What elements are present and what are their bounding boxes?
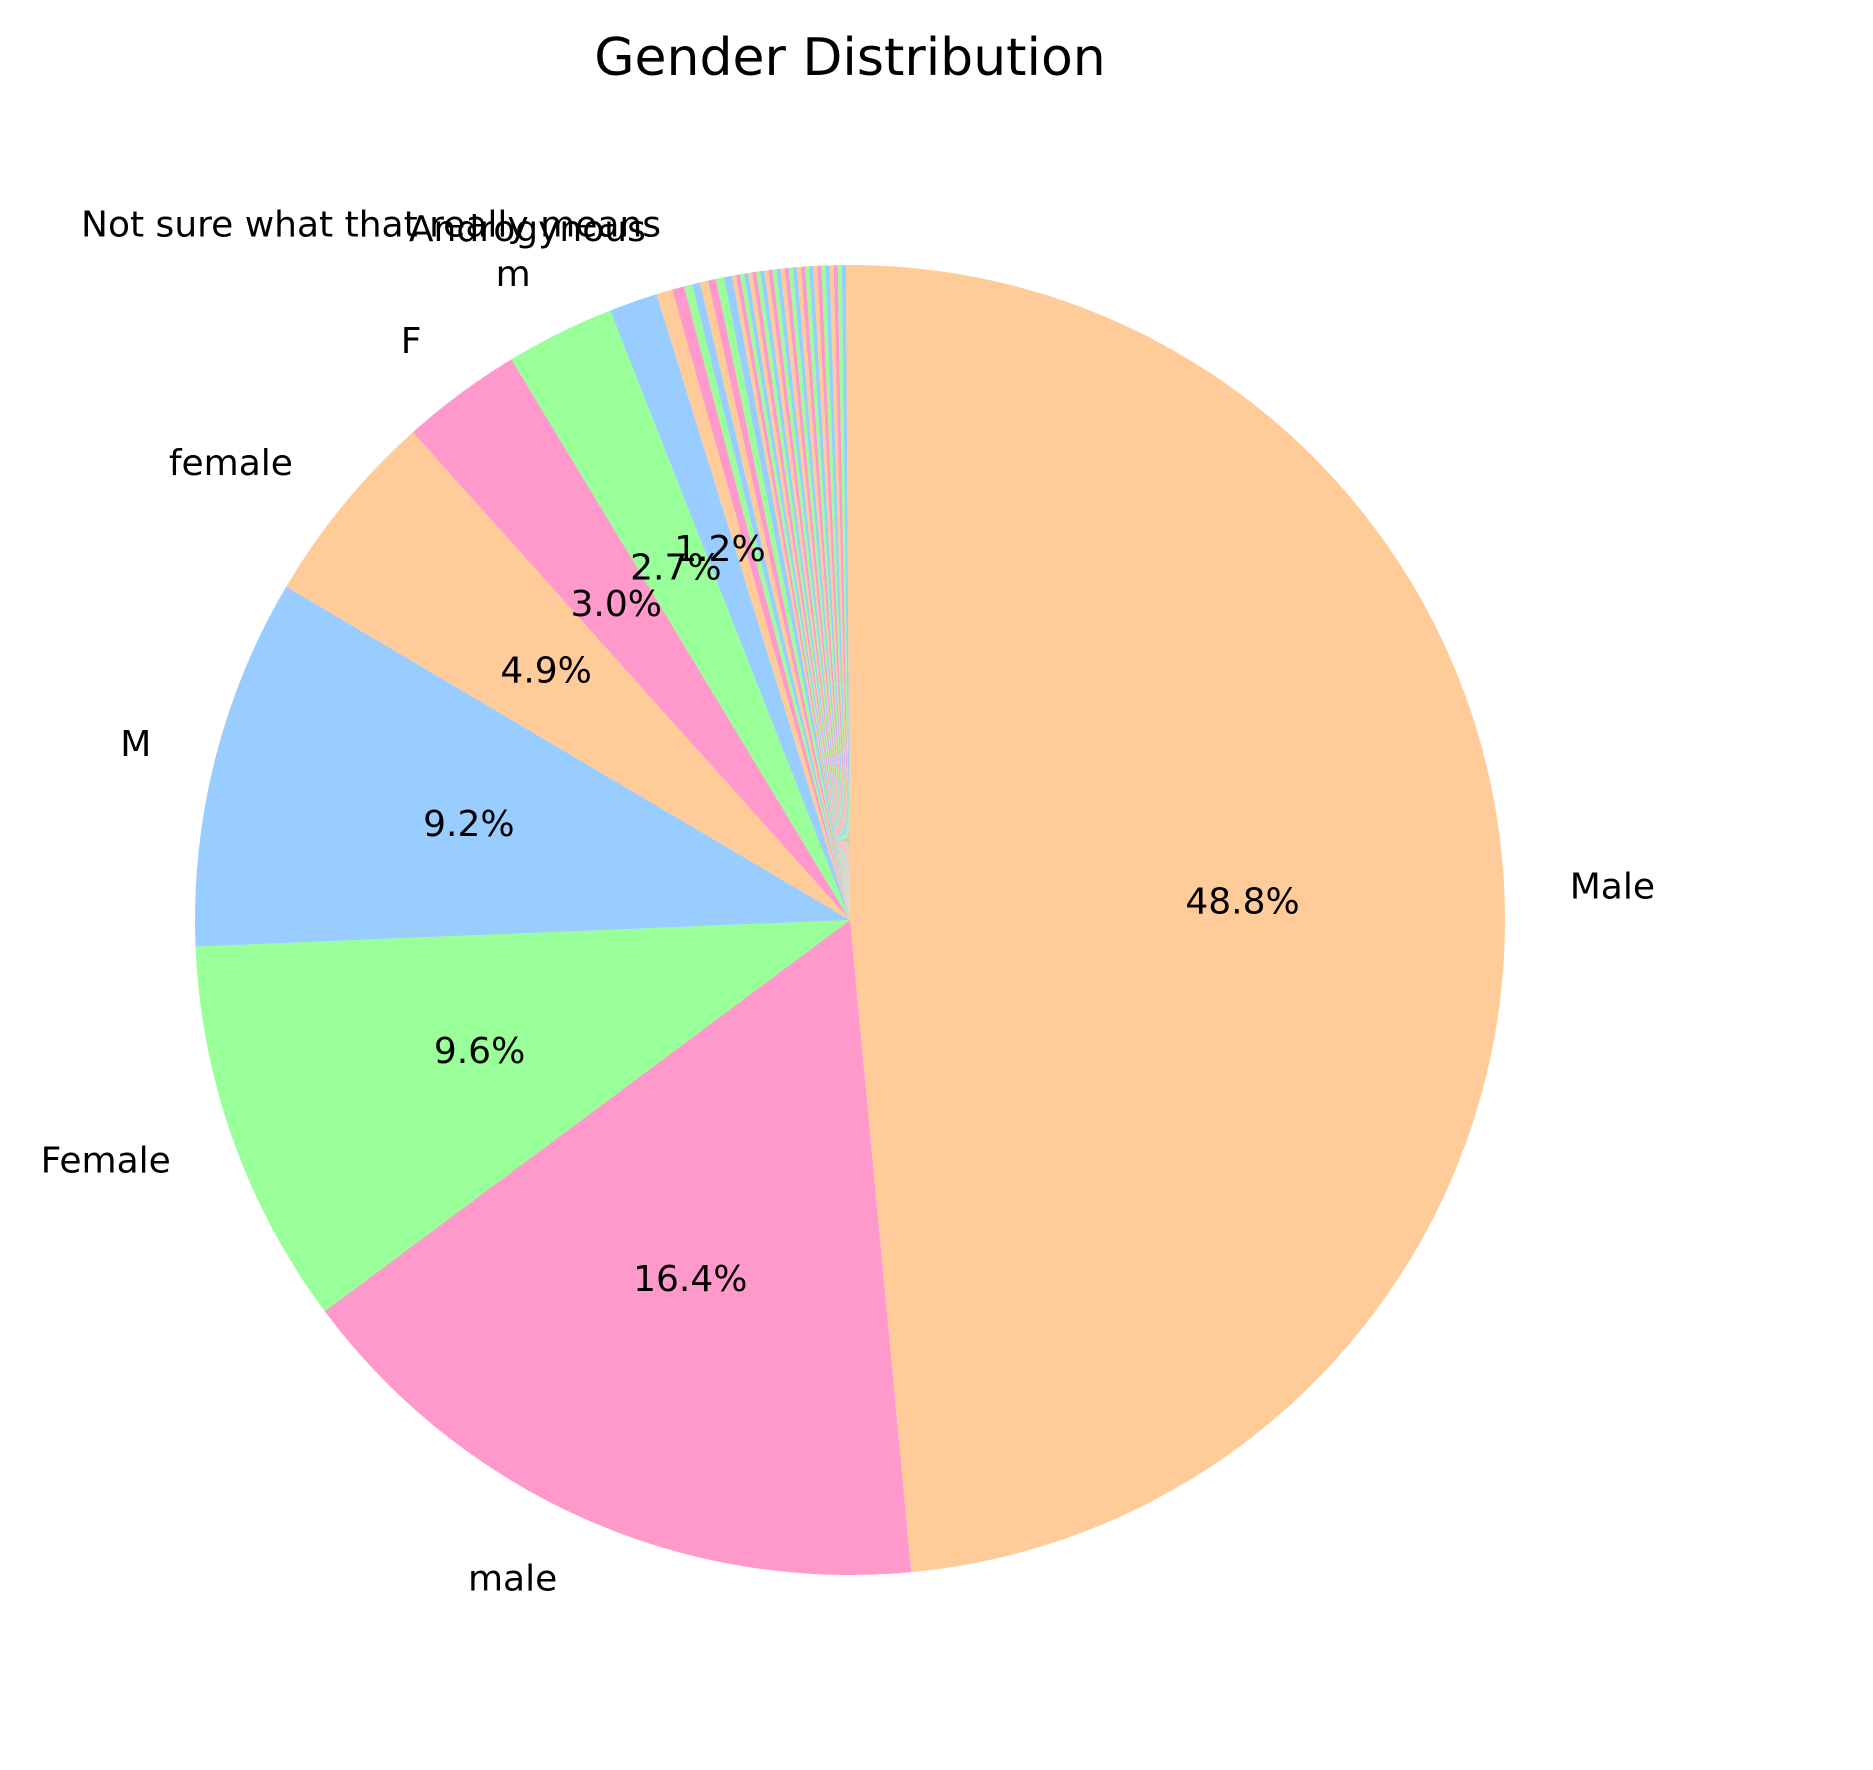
percent-labels: 48.8% 16.4% 9.6% 9.2% 4.9% 3.0%2.7%1.2% — [423, 529, 1300, 1300]
slice-label: Androgynous — [409, 209, 646, 250]
pie-slice — [195, 586, 850, 947]
pie-slice — [772, 269, 850, 920]
percent-label: 1.2% — [674, 529, 765, 570]
pie-slice — [788, 267, 850, 920]
pie-slice — [195, 920, 851, 1312]
pie-slice — [723, 275, 850, 920]
pie-slice — [412, 359, 850, 921]
slice-label: F — [401, 321, 422, 362]
pie-slice — [784, 267, 850, 920]
pie-slice — [760, 270, 850, 921]
pie-slice — [813, 265, 850, 920]
pie-slice — [324, 920, 912, 1576]
pie-slice — [752, 271, 850, 920]
pie-slice — [744, 272, 850, 921]
pie-slice — [850, 265, 1506, 1573]
pie-slice — [740, 273, 850, 921]
pie-slice — [692, 282, 850, 920]
pie-slice — [610, 294, 850, 921]
pie-slice — [809, 266, 850, 920]
percent-label: 3.0% — [570, 584, 661, 625]
percent-label: 48.8% — [1185, 882, 1299, 923]
pie-slice — [829, 265, 850, 920]
pie-slice — [684, 284, 850, 920]
pie-slice — [286, 432, 851, 920]
pie-slices — [195, 265, 1506, 1576]
pie-slice — [796, 266, 850, 920]
pie-slice — [768, 269, 850, 920]
pie-slice — [748, 272, 850, 921]
pie-slice — [792, 267, 850, 921]
pie-slice — [732, 274, 850, 920]
pie-slice — [821, 265, 850, 921]
percent-label: 2.7% — [630, 548, 721, 589]
percent-label: 16.4% — [633, 1259, 747, 1300]
pie-slice — [736, 274, 850, 920]
pie-slice — [764, 270, 850, 920]
slice-label: female — [169, 443, 293, 484]
slice-label: M — [120, 724, 151, 765]
slice-label: Female — [41, 1141, 171, 1182]
pie-slice — [841, 265, 850, 920]
pie-slice — [825, 265, 850, 921]
pie-slice — [800, 266, 850, 920]
slice-label: Male — [1570, 866, 1655, 907]
percent-label: 9.2% — [423, 804, 514, 845]
pie-slice — [780, 268, 850, 920]
pie-slice — [707, 278, 850, 920]
pie-slice — [699, 280, 850, 921]
pie-slice — [656, 289, 850, 920]
chart-title: Gender Distribution — [594, 28, 1106, 88]
slice-label: male — [468, 1558, 557, 1599]
pie-slice — [833, 265, 850, 920]
pie-slice — [817, 265, 850, 921]
percent-label: 4.9% — [500, 651, 591, 692]
slice-label: m — [496, 254, 531, 295]
pie-slice — [837, 265, 850, 920]
pie-slice — [776, 268, 850, 921]
pie-slice — [805, 266, 850, 921]
pie-slice — [511, 310, 850, 920]
pie-slice — [672, 286, 850, 920]
percent-label: 9.6% — [434, 1031, 525, 1072]
pie-slice — [756, 271, 850, 920]
slice-label: Not sure what that really means — [81, 205, 661, 246]
pie-slice — [845, 265, 850, 920]
pie-slice — [715, 277, 850, 920]
